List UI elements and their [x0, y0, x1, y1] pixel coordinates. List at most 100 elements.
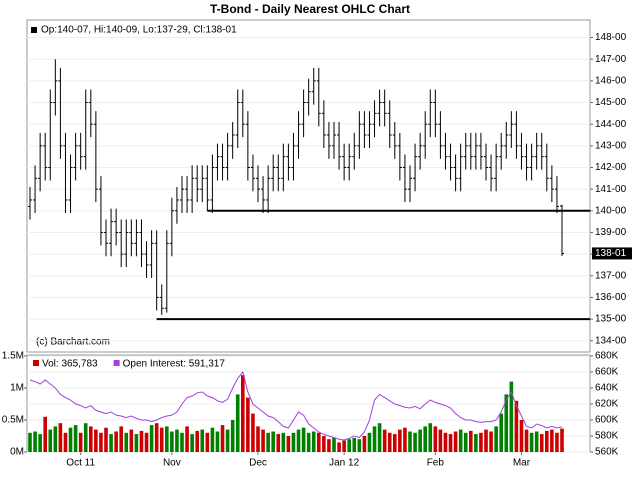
y-tick-label: 143-00: [595, 140, 627, 151]
volume-bar: [519, 420, 524, 452]
volume-bar: [539, 434, 544, 452]
volume-bar: [474, 434, 478, 452]
volume-bar: [68, 427, 73, 452]
y2-tick-label: 660K: [595, 367, 619, 378]
legend-swatch: [33, 360, 39, 366]
y-tick-label: 1M: [10, 383, 24, 394]
volume-bar: [119, 426, 123, 452]
y-tick-label: 0.5M: [2, 415, 24, 426]
volume-bar: [210, 427, 215, 452]
volume-bar: [185, 426, 189, 452]
volume-bar: [296, 429, 301, 452]
volume-bar: [94, 429, 98, 452]
volume-bar: [332, 437, 336, 452]
volume-bar: [306, 432, 311, 452]
y-tick-label: 140-00: [595, 205, 627, 216]
volume-bar: [78, 432, 83, 452]
volume-bar: [534, 431, 539, 452]
y-tick-label: 145-00: [595, 97, 627, 108]
volume-bar: [109, 434, 113, 452]
volume-bar: [458, 429, 463, 452]
volume-bar: [246, 397, 250, 452]
volume-bar: [104, 427, 108, 452]
y2-tick-label: 600K: [595, 415, 619, 426]
volume-bar: [149, 425, 154, 452]
volume-bar: [337, 442, 341, 452]
volume-bar: [448, 434, 453, 452]
volume-bar: [413, 432, 417, 452]
volume-bar: [550, 429, 554, 452]
volume-bar: [418, 429, 422, 452]
x-tick-label: Dec: [249, 458, 267, 469]
volume-bar: [443, 432, 448, 452]
volume-bar: [276, 434, 281, 452]
volume-bar: [99, 432, 103, 452]
volume-bar: [159, 427, 164, 452]
price-panel: [26, 19, 591, 353]
volume-bar: [73, 425, 78, 452]
open-interest-line: [29, 370, 563, 441]
volume-bar: [281, 432, 286, 452]
volume-bar: [514, 400, 519, 452]
volume-bar: [524, 429, 529, 452]
volume-bar: [266, 432, 270, 452]
volume-bar: [469, 430, 473, 452]
y-tick-label: 141-00: [595, 184, 627, 195]
legend-swatch: [113, 360, 120, 366]
volume-bar: [180, 432, 184, 452]
volume-bar: [352, 437, 357, 452]
volume-bar: [190, 434, 194, 452]
volume-bar: [215, 431, 220, 452]
volume-bar: [408, 431, 412, 452]
volume-bar: [428, 423, 433, 452]
volume-bar: [398, 429, 402, 452]
volume-bar: [347, 439, 351, 452]
volume-bar: [230, 420, 235, 452]
volume-bar: [463, 432, 468, 452]
volume-bar: [317, 432, 321, 452]
y-tick-label: 148-00: [595, 32, 627, 43]
volume-bar: [43, 416, 47, 452]
volume-bar: [382, 429, 387, 452]
volume-bar: [205, 432, 210, 452]
volume-bar: [453, 431, 458, 452]
volume-bar: [48, 429, 53, 452]
volume-bar: [114, 431, 118, 452]
volume-bar: [63, 432, 68, 452]
y-tick-label: 134-00: [595, 335, 627, 346]
volume-bar: [241, 375, 245, 452]
volume-bar: [499, 413, 503, 452]
volume-bar: [225, 429, 230, 452]
legend-label: Vol: 365,783: [42, 359, 98, 370]
volume-bar: [134, 434, 139, 452]
y-tick-label: 136-00: [595, 292, 627, 303]
y2-tick-label: 620K: [595, 399, 619, 410]
volume-bar: [311, 431, 316, 452]
volume-bar: [170, 431, 174, 452]
y-tick-label: 137-00: [595, 270, 627, 281]
y-tick-label: 0M: [10, 447, 24, 458]
legend-swatch: [31, 27, 37, 33]
volume-bar: [393, 434, 397, 452]
volume-bar: [423, 426, 427, 452]
volume-bar: [220, 425, 225, 452]
volume-bar: [271, 431, 275, 452]
volume-bar: [484, 429, 488, 452]
volume-bar: [362, 436, 367, 452]
volume-bar: [433, 426, 438, 452]
volume-bar: [89, 426, 93, 452]
volume-bar: [367, 432, 372, 452]
volume-bar: [256, 426, 260, 452]
volume-bar: [286, 436, 291, 452]
y-tick-label: 146-00: [595, 75, 627, 86]
volume-bar: [154, 423, 159, 452]
y-tick-label: 142-00: [595, 162, 627, 173]
y2-tick-label: 560K: [595, 447, 619, 458]
volume-bar: [139, 430, 144, 452]
volume-bar: [28, 432, 32, 452]
legend-label: Open Interest: 591,317: [123, 359, 226, 370]
volume-bar: [124, 432, 129, 452]
y2-tick-label: 640K: [595, 383, 619, 394]
x-tick-label: Oct 11: [66, 458, 95, 469]
